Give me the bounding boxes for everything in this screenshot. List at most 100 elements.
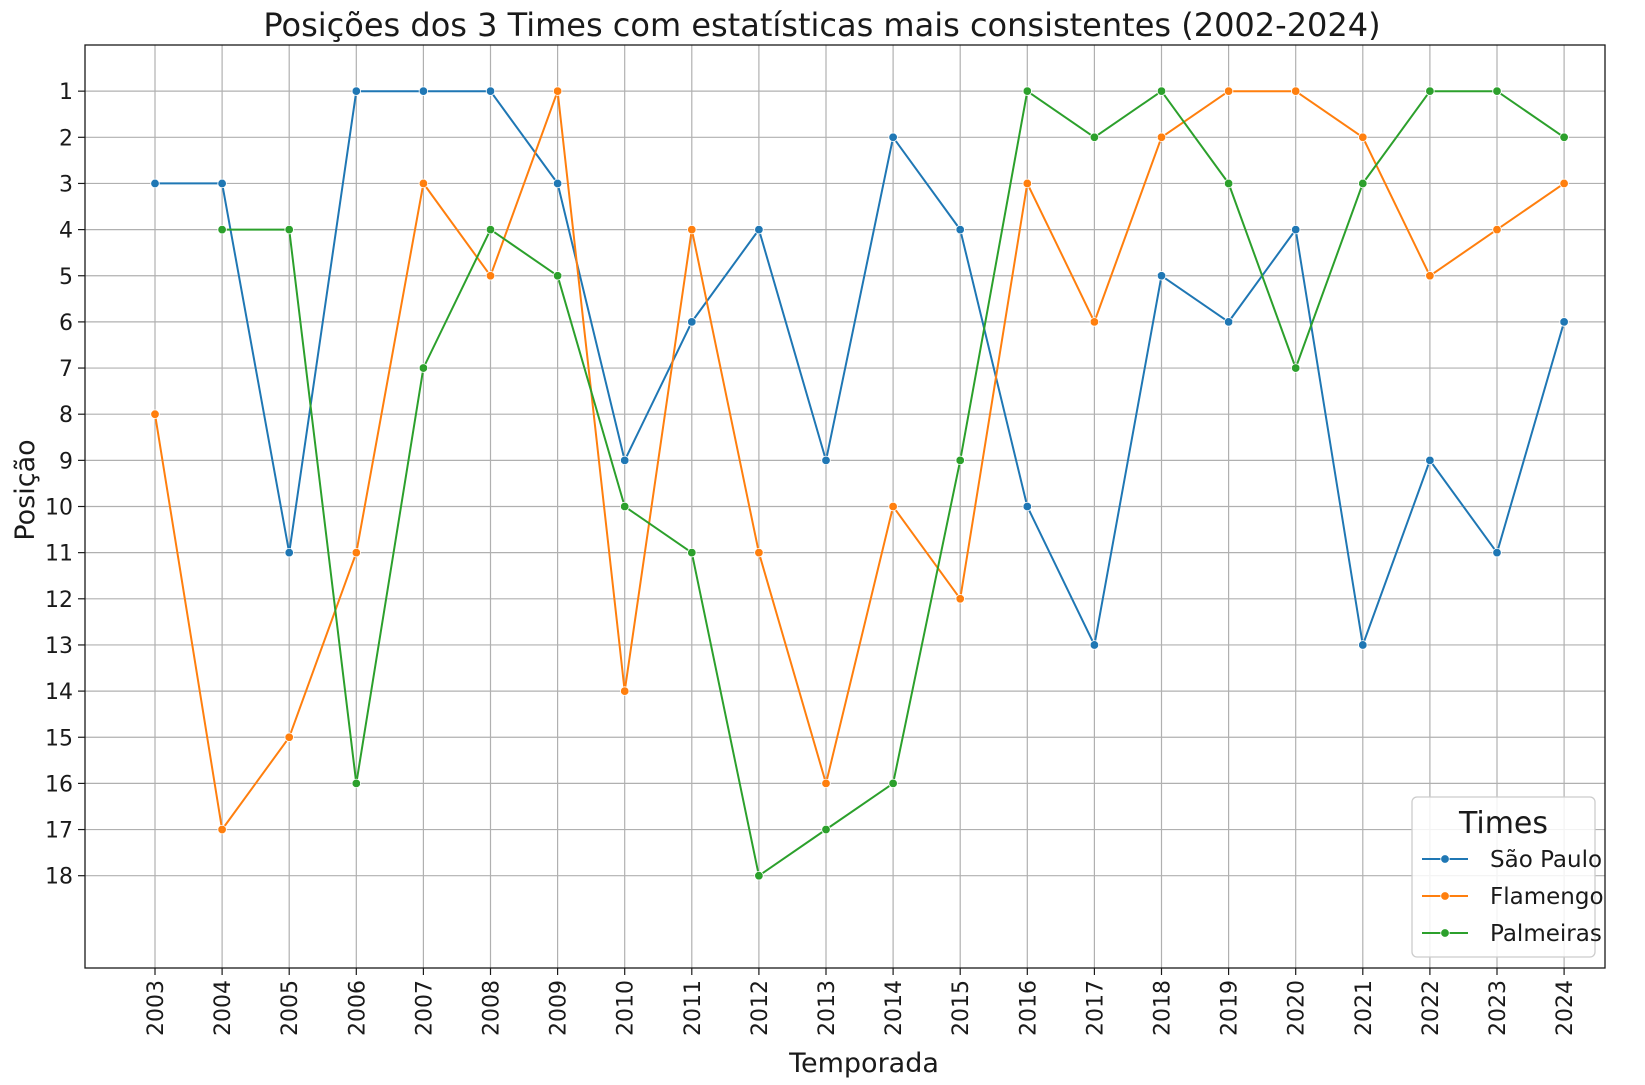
y-tick-label: 4 [59, 219, 73, 244]
data-point [1156, 271, 1167, 281]
x-tick-label: 2023 [1486, 980, 1511, 1036]
y-tick-label: 16 [45, 772, 73, 797]
legend-box [1411, 796, 1596, 958]
data-point [1559, 132, 1569, 143]
data-point [888, 501, 898, 512]
data-point [1425, 86, 1435, 96]
data-point [1559, 317, 1569, 327]
data-point [284, 224, 294, 235]
data-point [1089, 132, 1100, 143]
y-tick-label: 1 [59, 80, 73, 105]
data-point [620, 501, 630, 512]
y-tick-label: 3 [59, 172, 73, 197]
data-point [552, 271, 563, 281]
x-tick-label: 2016 [1016, 980, 1041, 1036]
data-point [485, 271, 496, 281]
data-point [418, 178, 429, 189]
y-tick-label: 17 [45, 819, 73, 844]
data-point [955, 455, 965, 466]
x-tick-labels: 2003 2004 2005 2006 2007 2008 2009 2010 2011 2012… [144, 968, 1578, 1036]
legend-label: Flamengo [1490, 884, 1604, 910]
data-point [552, 86, 563, 96]
data-point [217, 178, 227, 189]
x-tick-label: 2007 [412, 980, 437, 1036]
x-tick-label: 2017 [1083, 980, 1108, 1036]
legend-label: Palmeiras [1490, 921, 1602, 947]
data-point [1358, 640, 1368, 650]
series-line [155, 90, 1566, 646]
data-point [687, 547, 697, 558]
data-point [1156, 132, 1167, 143]
data-point [351, 547, 362, 558]
y-tick-label: 11 [45, 542, 73, 567]
data-point [351, 86, 362, 96]
data-point [485, 86, 496, 96]
x-tick-label: 2008 [480, 980, 505, 1036]
x-tick-label: 2020 [1285, 980, 1310, 1036]
data-point [1223, 178, 1234, 189]
data-point [1358, 178, 1368, 189]
legend-swatch-marker [1440, 854, 1450, 864]
data-point [284, 732, 294, 742]
data-point [418, 86, 429, 96]
data-point [1492, 86, 1502, 96]
data-point [418, 363, 429, 373]
legend-swatch-marker [1440, 928, 1450, 938]
data-point [1358, 132, 1368, 143]
data-point [620, 455, 630, 466]
x-tick-label: 2010 [614, 980, 639, 1036]
data-point [687, 317, 697, 327]
data-point [351, 778, 362, 789]
x-tick-label: 2012 [748, 980, 773, 1036]
data-point [1022, 86, 1033, 96]
data-point [1492, 224, 1502, 235]
data-point [552, 178, 563, 189]
series-lines [150, 86, 1569, 881]
data-point [150, 178, 160, 189]
legend-item: São Paulo [1422, 847, 1602, 873]
chart-title: Posições dos 3 Times com estatísticas ma… [263, 6, 1380, 44]
y-tick-label: 9 [59, 449, 73, 474]
x-tick-label: 2015 [949, 980, 974, 1036]
data-point [1089, 640, 1100, 650]
x-tick-label: 2004 [211, 980, 236, 1036]
x-tick-label: 2013 [815, 980, 840, 1036]
data-point [1290, 86, 1301, 96]
data-point [620, 686, 630, 696]
y-tick-label: 13 [45, 634, 73, 659]
data-point [754, 547, 764, 558]
y-tick-label: 15 [45, 726, 73, 751]
data-point [1022, 178, 1033, 189]
data-point [485, 224, 496, 235]
data-point [888, 132, 898, 143]
data-point [150, 409, 160, 419]
legend-items: São Paulo Flamengo Palmeiras [1422, 847, 1604, 947]
data-point [1022, 501, 1033, 512]
y-tick-label: 10 [45, 496, 73, 521]
grid [85, 45, 1605, 968]
data-point [754, 871, 764, 881]
y-tick-label: 8 [59, 403, 73, 428]
data-point [821, 455, 831, 466]
series-s-o-paulo [150, 86, 1569, 650]
legend-item: Palmeiras [1422, 921, 1602, 947]
x-tick-label: 2021 [1352, 980, 1377, 1036]
legend: Times São Paulo Flamengo Palmeiras [1411, 796, 1604, 958]
legend-item: Flamengo [1422, 884, 1604, 910]
data-point [955, 594, 965, 604]
series-flamengo [150, 86, 1569, 835]
x-tick-label: 2009 [547, 980, 572, 1036]
data-point [1425, 455, 1435, 466]
data-point [217, 824, 227, 835]
data-point [754, 224, 764, 235]
data-point [217, 224, 227, 235]
y-tick-label: 2 [59, 126, 73, 151]
series-line [154, 90, 1565, 831]
data-point [1492, 547, 1502, 558]
x-tick-label: 2022 [1419, 980, 1444, 1036]
data-point [1156, 86, 1167, 96]
y-tick-label: 18 [45, 865, 73, 890]
data-point [1290, 224, 1301, 235]
data-point [888, 778, 898, 789]
